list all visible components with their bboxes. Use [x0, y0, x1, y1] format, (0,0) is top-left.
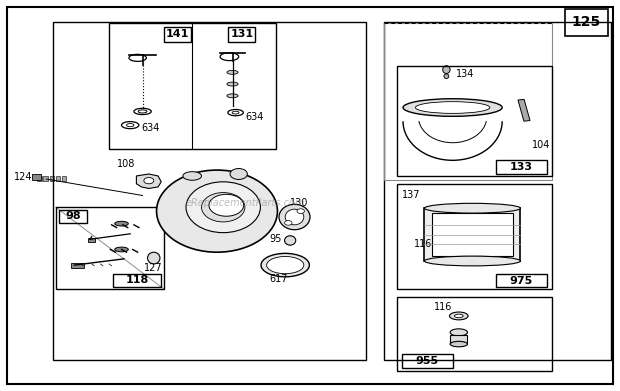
- Ellipse shape: [227, 94, 238, 98]
- Bar: [402, 354, 453, 368]
- Ellipse shape: [415, 102, 490, 113]
- Bar: [164, 27, 191, 42]
- Ellipse shape: [450, 329, 467, 336]
- Bar: [432, 213, 513, 256]
- Text: 116: 116: [414, 239, 433, 249]
- Bar: [62, 176, 66, 181]
- Ellipse shape: [156, 170, 278, 252]
- Text: 124: 124: [14, 172, 32, 182]
- Ellipse shape: [227, 70, 238, 74]
- Ellipse shape: [444, 74, 449, 79]
- Bar: [56, 207, 164, 289]
- Ellipse shape: [450, 341, 467, 347]
- Text: 125: 125: [572, 15, 601, 29]
- Text: 98: 98: [65, 212, 81, 221]
- Bar: [71, 263, 84, 268]
- Text: 634: 634: [141, 123, 160, 133]
- Bar: [53, 22, 366, 360]
- Circle shape: [144, 178, 154, 184]
- Ellipse shape: [183, 172, 202, 180]
- Bar: [496, 274, 547, 287]
- Text: 95: 95: [270, 233, 282, 244]
- Ellipse shape: [279, 204, 310, 230]
- Ellipse shape: [261, 253, 309, 277]
- Text: 116: 116: [434, 302, 453, 312]
- Text: 118: 118: [126, 275, 149, 285]
- Ellipse shape: [148, 252, 160, 264]
- Text: 634: 634: [245, 111, 264, 122]
- Ellipse shape: [115, 221, 128, 226]
- Ellipse shape: [227, 82, 238, 86]
- Circle shape: [230, 169, 247, 179]
- Ellipse shape: [454, 314, 463, 317]
- Text: 133: 133: [510, 162, 533, 172]
- Polygon shape: [136, 174, 161, 188]
- Text: 104: 104: [532, 140, 551, 150]
- Ellipse shape: [424, 256, 521, 266]
- Ellipse shape: [437, 246, 443, 249]
- Bar: [565, 9, 608, 36]
- Bar: [424, 208, 521, 261]
- Bar: [50, 176, 54, 181]
- Ellipse shape: [424, 203, 521, 213]
- Ellipse shape: [115, 247, 128, 252]
- Ellipse shape: [443, 66, 450, 74]
- Bar: [397, 184, 552, 289]
- Ellipse shape: [285, 209, 304, 225]
- Bar: [56, 176, 60, 181]
- Text: 134: 134: [456, 68, 474, 79]
- Ellipse shape: [202, 193, 245, 222]
- Bar: [108, 23, 276, 149]
- Circle shape: [297, 209, 304, 213]
- Ellipse shape: [450, 312, 468, 320]
- Ellipse shape: [285, 236, 296, 245]
- Circle shape: [285, 221, 292, 225]
- Text: 108: 108: [117, 159, 135, 169]
- Bar: [59, 210, 87, 223]
- Ellipse shape: [433, 244, 447, 250]
- Text: 955: 955: [415, 356, 439, 366]
- Ellipse shape: [186, 182, 260, 233]
- Ellipse shape: [403, 99, 502, 117]
- Text: 130: 130: [290, 197, 309, 208]
- Bar: [32, 174, 41, 180]
- Bar: [37, 176, 42, 181]
- Bar: [384, 23, 552, 180]
- Bar: [397, 66, 552, 176]
- Bar: [88, 238, 95, 242]
- Text: 617: 617: [270, 274, 288, 284]
- Circle shape: [209, 194, 244, 216]
- Text: 975: 975: [510, 276, 533, 285]
- Bar: [397, 297, 552, 371]
- Text: 131: 131: [230, 29, 254, 39]
- Bar: [450, 335, 467, 343]
- Text: eReplacementParts.com: eReplacementParts.com: [185, 198, 304, 208]
- Text: 127: 127: [144, 263, 163, 273]
- Bar: [518, 99, 530, 121]
- Bar: [43, 176, 48, 181]
- Bar: [384, 22, 611, 360]
- Bar: [496, 160, 547, 174]
- Bar: [113, 274, 161, 287]
- Ellipse shape: [267, 256, 304, 274]
- Bar: [228, 27, 255, 42]
- Text: 137: 137: [402, 190, 420, 201]
- Text: 141: 141: [166, 29, 189, 39]
